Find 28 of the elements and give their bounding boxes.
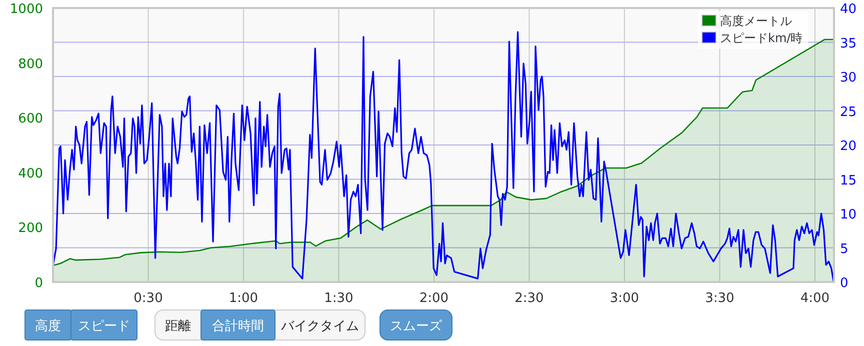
x-tick-label: 2:30	[514, 291, 544, 306]
y2-tick-label: 30	[840, 70, 857, 86]
y2-tick-label: 35	[840, 36, 857, 52]
button-group: 距離 合計時間 バイクタイム	[154, 310, 366, 340]
x-tick-label: 2:00	[419, 291, 449, 306]
y-tick-label: 200	[18, 221, 43, 236]
x-tick-label: 3:00	[610, 291, 640, 306]
y-tick-label: 600	[18, 112, 43, 127]
y2-tick-label: 25	[840, 104, 857, 120]
y2-tick-label: 0	[840, 276, 848, 291]
y-tick-label: 800	[18, 56, 43, 72]
x-tick-label: 4:00	[800, 291, 830, 306]
x-tick-label: 1:00	[228, 291, 258, 306]
button-group: スムーズ	[380, 310, 452, 340]
y2-tick-label: 10	[840, 208, 857, 222]
x-tick-label: 1:30	[324, 291, 354, 306]
y2-tick-label: 20	[840, 139, 857, 154]
button-group: 高度 スピード	[24, 310, 138, 340]
y2-tick-label: 5	[840, 242, 848, 257]
x-tick-label: 0:30	[134, 291, 163, 306]
y-tick-label: 1000	[10, 2, 43, 17]
y2-tick-label: 15	[840, 173, 857, 188]
legend-label: スピードkm/時	[720, 31, 803, 45]
y2-tick-label: 40	[840, 2, 857, 17]
y-tick-label: 400	[18, 166, 43, 182]
y-tick-label: 0	[34, 276, 43, 291]
legend-label: 高度メートル	[720, 14, 792, 28]
x-tick-label: 3:30	[705, 291, 734, 306]
